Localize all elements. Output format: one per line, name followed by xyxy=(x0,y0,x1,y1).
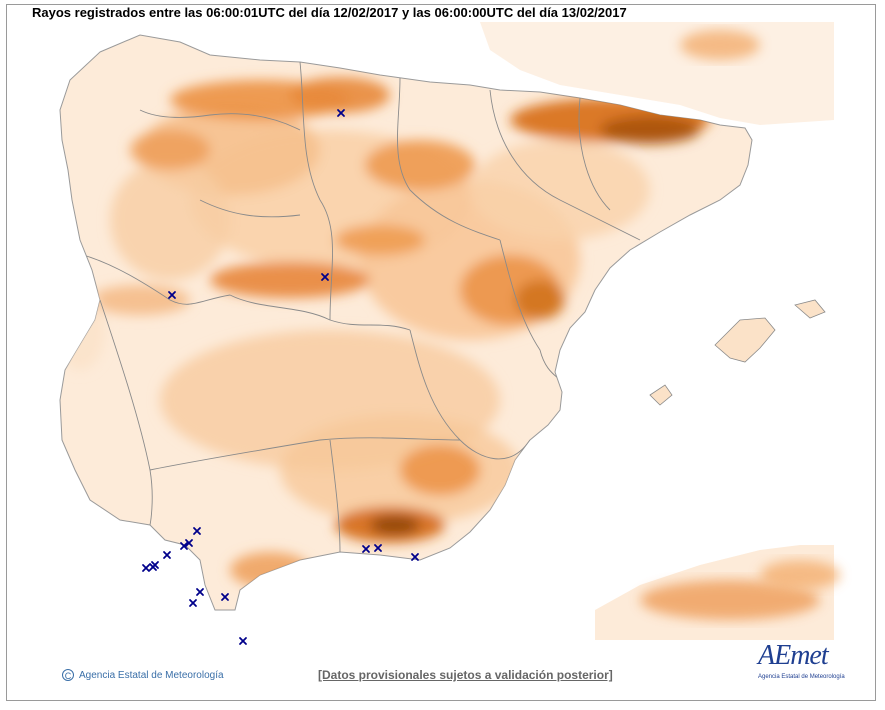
x-marker-icon xyxy=(196,588,204,596)
x-marker-icon xyxy=(185,539,193,547)
x-marker-icon xyxy=(163,551,171,559)
copyright-notice: C Agencia Estatal de Meteorología xyxy=(62,669,224,681)
x-marker-icon xyxy=(189,599,197,607)
disclaimer-link[interactable]: [Datos provisionales sujetos a validació… xyxy=(318,668,613,682)
logo-wordmark: AEmet xyxy=(758,640,829,671)
logo-subtext: Agencia Estatal de Meteorología xyxy=(758,674,845,680)
balearic-islands xyxy=(649,299,826,406)
x-marker-icon xyxy=(239,637,247,645)
copyright-icon: C xyxy=(62,669,74,681)
x-marker-icon xyxy=(193,527,201,535)
north-africa-landmass xyxy=(595,545,840,640)
x-marker-icon xyxy=(337,109,345,117)
x-marker-icon xyxy=(151,561,159,569)
copyright-text: Agencia Estatal de Meteorología xyxy=(79,669,224,681)
map-title: Rayos registrados entre las 06:00:01UTC … xyxy=(32,5,627,20)
x-marker-icon xyxy=(411,553,419,561)
aemet-logo: AEmet Agencia Estatal de Meteorología xyxy=(752,640,848,684)
region-borders xyxy=(60,61,641,553)
strike-markers xyxy=(142,109,419,645)
x-marker-icon xyxy=(180,542,188,550)
x-marker-icon xyxy=(374,544,382,552)
france-landmass xyxy=(480,22,834,125)
x-marker-icon xyxy=(362,545,370,553)
iberian-landmass xyxy=(59,34,753,611)
x-marker-icon xyxy=(221,593,229,601)
x-marker-icon xyxy=(142,564,150,572)
x-marker-icon xyxy=(168,291,176,299)
x-marker-icon xyxy=(321,273,329,281)
